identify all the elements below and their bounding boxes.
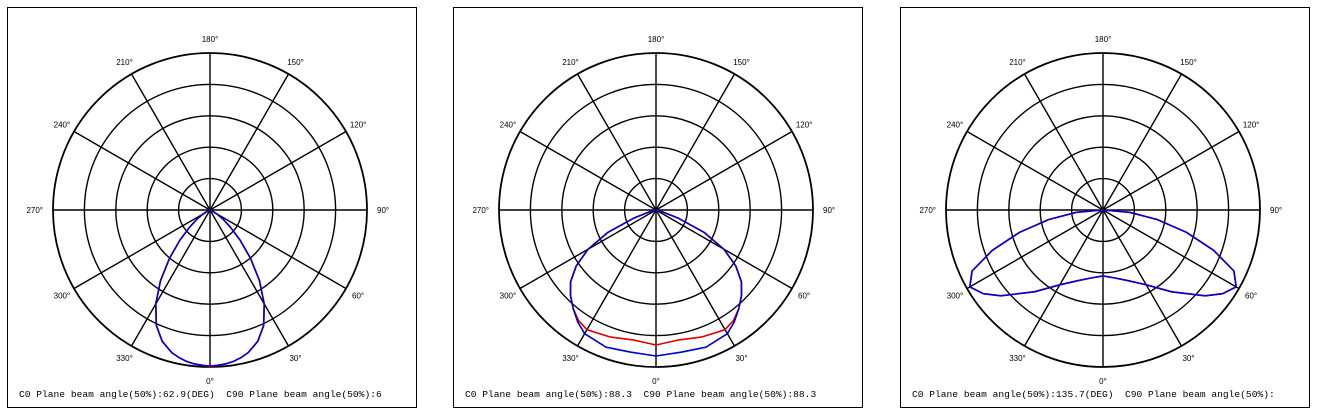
angle-label: 270°	[919, 206, 936, 215]
grid-spoke	[655, 209, 736, 347]
grid-spoke	[966, 130, 1104, 211]
angle-label: 210°	[1009, 58, 1026, 67]
grid-spoke	[966, 209, 1104, 290]
angle-label: 300°	[54, 292, 71, 301]
angle-label: 90°	[1270, 206, 1282, 215]
angle-label: 120°	[350, 121, 367, 130]
angle-label: 150°	[733, 58, 750, 67]
polar-chart-2: 180° 150° 120° 90° 60° 30° 0° 330° 300° 270° 240° 2…	[453, 7, 863, 408]
angle-label: 240°	[54, 121, 71, 130]
angle-label: 0°	[206, 377, 214, 386]
polar-plot-2: 180° 150° 120° 90° 60° 30° 0° 330° 300° 270° 240° 2…	[472, 35, 835, 386]
angle-label: 0°	[1099, 377, 1107, 386]
angle-label: 90°	[823, 206, 835, 215]
series-c90-curve	[155, 209, 266, 368]
angle-label: 150°	[1180, 58, 1197, 67]
c90-beam-angle-text: C90 Plane beam angle(50%):6	[226, 389, 382, 400]
beam-angle-caption-3: C0 Plane beam angle(50%):135.7(DEG) C90 …	[901, 389, 1309, 400]
angle-label: 60°	[1245, 292, 1257, 301]
beam-angle-caption-1: C0 Plane beam angle(50%):62.9(DEG) C90 P…	[8, 389, 416, 400]
series-c90-curve	[569, 209, 743, 357]
grid-spoke	[73, 209, 211, 290]
grid-spoke	[1102, 130, 1240, 211]
c90-beam-angle-text: C90 Plane beam angle(50%):	[1125, 389, 1275, 400]
grid-spoke	[209, 209, 290, 347]
grid-spoke	[1023, 73, 1104, 211]
angle-label: 240°	[500, 121, 517, 130]
angle-label: 330°	[116, 354, 133, 363]
angle-label: 90°	[377, 206, 389, 215]
angle-label: 300°	[947, 292, 964, 301]
c0-beam-angle-text: C0 Plane beam angle(50%):62.9(DEG)	[19, 389, 215, 400]
grid-spoke	[576, 209, 657, 347]
angle-label: 240°	[947, 121, 964, 130]
angle-label: 30°	[289, 354, 301, 363]
angle-label: 180°	[648, 35, 665, 44]
angle-label: 180°	[202, 35, 219, 44]
angle-label: 60°	[352, 292, 364, 301]
angle-label: 330°	[562, 354, 579, 363]
polar-plot-3: 180° 150° 120° 90° 60° 30° 0° 330° 300° 270° 240° 2…	[919, 35, 1282, 386]
angle-label: 210°	[562, 58, 579, 67]
grid-spoke	[209, 130, 347, 211]
series-c90-curve	[969, 209, 1238, 297]
polar-plot-1: 180° 150° 120° 90° 60° 30° 0° 330° 300° 270° 240° 2…	[26, 35, 389, 386]
angle-label: 30°	[735, 354, 747, 363]
grid-spoke	[519, 130, 657, 211]
c0-beam-angle-text: C0 Plane beam angle(50%):88.3	[465, 389, 632, 400]
grid-spoke	[73, 130, 211, 211]
angle-label: 30°	[1182, 354, 1194, 363]
angle-label: 120°	[796, 121, 813, 130]
grid-spoke	[130, 73, 211, 211]
angle-label: 150°	[287, 58, 304, 67]
grid-spoke	[209, 73, 290, 211]
beam-angle-caption-2: C0 Plane beam angle(50%):88.3 C90 Plane …	[454, 389, 862, 400]
grid-spoke	[655, 130, 793, 211]
angle-label: 120°	[1243, 121, 1260, 130]
grid-spoke	[1102, 73, 1183, 211]
grid-spoke	[130, 209, 211, 347]
grid-spoke	[655, 73, 736, 211]
grid-spoke	[1023, 209, 1104, 347]
angle-label: 210°	[116, 58, 133, 67]
grid-spoke	[1102, 209, 1183, 347]
angle-label: 300°	[500, 292, 517, 301]
angle-label: 0°	[652, 377, 660, 386]
angle-label: 330°	[1009, 354, 1026, 363]
polar-chart-3: 180° 150° 120° 90° 60° 30° 0° 330° 300° 270° 240° 2…	[900, 7, 1310, 408]
grid-spoke	[1102, 209, 1240, 290]
grid-spoke	[576, 73, 657, 211]
angle-label: 180°	[1095, 35, 1112, 44]
c90-beam-angle-text: C90 Plane beam angle(50%):88.3	[643, 389, 817, 400]
angle-label: 270°	[472, 206, 489, 215]
grid-spoke	[209, 209, 347, 290]
angle-label: 60°	[798, 292, 810, 301]
polar-chart-1: 180° 150° 120° 90° 60° 30° 0° 330° 300° 270° 240° 2…	[7, 7, 417, 408]
c0-beam-angle-text: C0 Plane beam angle(50%):135.7(DEG)	[912, 389, 1114, 400]
angle-label: 270°	[26, 206, 43, 215]
